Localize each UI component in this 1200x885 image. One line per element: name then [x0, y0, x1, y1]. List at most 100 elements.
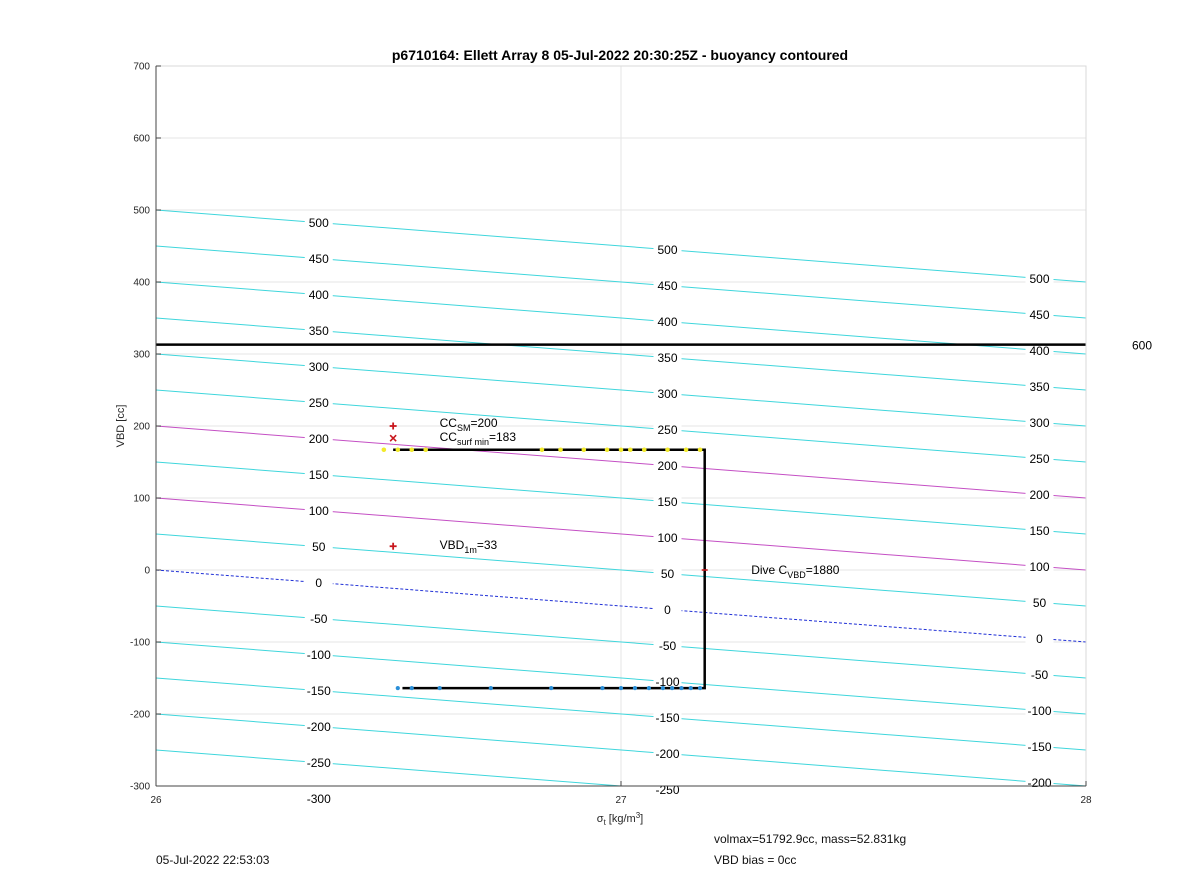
marker-label: CCsurf min=183 [440, 430, 517, 447]
contour-label: 150 [309, 468, 329, 482]
contour-label: -150 [307, 684, 331, 698]
blue-point [437, 685, 442, 691]
yellow-point [683, 447, 689, 453]
contour-label: 50 [661, 567, 675, 581]
blue-point [600, 685, 605, 691]
contour-label-bg [304, 719, 333, 734]
contour-label: 0 [315, 576, 322, 590]
marker-label: Dive CVBD=1880 [751, 563, 840, 580]
contour-label-bg [653, 314, 682, 329]
blue-point [646, 685, 652, 691]
x-axis-label-unit-sup: 3 [636, 811, 641, 820]
chart-title: p6710164: Ellett Array 8 05-Jul-2022 20:… [392, 47, 848, 63]
dive-path [393, 448, 706, 690]
contour-label: -50 [1031, 668, 1049, 682]
blue-point [618, 685, 624, 691]
contour-label: 350 [1029, 380, 1049, 394]
y-tick-label: 700 [133, 62, 150, 73]
x-tick-label: 27 [615, 795, 627, 806]
contour-label-bg [304, 467, 333, 482]
x-axis-label-sub: t [604, 818, 607, 827]
contour-label-bg [653, 530, 682, 545]
y-tick-label: 300 [133, 350, 150, 361]
contour-label: -50 [310, 612, 328, 626]
yellow-point [409, 447, 415, 453]
blue-point [697, 685, 703, 691]
contour-label-bg [1025, 595, 1054, 610]
y-axis-label: VBD [cc] [115, 405, 127, 448]
contour-label-bg [1025, 703, 1054, 718]
contour-label-bg [304, 323, 333, 338]
yellow-point [423, 447, 429, 453]
yellow-point [618, 447, 624, 453]
contour-label-bg [1025, 379, 1054, 394]
contour-label-bg [653, 458, 682, 473]
yellow-point [395, 447, 401, 453]
blue-point [688, 685, 693, 691]
contour-label: 450 [309, 252, 329, 266]
contour-label-bg [653, 746, 682, 761]
contour-label-bg [304, 503, 333, 518]
contour-label: 200 [309, 432, 329, 446]
contour-label: 100 [1029, 560, 1049, 574]
contour-label: 300 [1029, 416, 1049, 430]
contour-label: -50 [659, 639, 677, 653]
y-tick-label: -200 [130, 710, 150, 721]
yellow-point [665, 447, 670, 453]
contour-label: 500 [309, 216, 329, 230]
y-tick-label: 200 [133, 422, 150, 433]
x-axis-label: σt [kg/m3] [597, 811, 643, 827]
contour-label: 200 [1029, 488, 1049, 502]
blue-point [679, 685, 684, 691]
dive-path-layer: 600 [156, 339, 1152, 691]
yellow-point [697, 447, 703, 453]
x-tick-label: 26 [150, 795, 162, 806]
marker-label-main: CC [440, 430, 458, 444]
blue-point [395, 685, 400, 691]
marker-label-value: =1880 [806, 563, 840, 577]
y-tick-label: 600 [133, 134, 150, 145]
marker-label-value: =200 [470, 416, 497, 430]
contour-label: 300 [657, 387, 677, 401]
contour-label: 100 [309, 504, 329, 518]
footer-timestamp: 05-Jul-2022 22:53:03 [156, 853, 270, 867]
blue-point [488, 685, 493, 691]
contour-label: 150 [1029, 524, 1049, 538]
contour-label: 450 [1029, 308, 1049, 322]
contour-label-bg [304, 683, 333, 698]
contour-label: -200 [307, 720, 331, 734]
blue-point [632, 685, 638, 691]
marker-label-main: VBD [440, 538, 465, 552]
contour-label: 100 [657, 531, 677, 545]
contour-label-bg [1025, 271, 1054, 286]
blue-point [549, 685, 554, 691]
contour-label: 350 [657, 351, 677, 365]
yellow-point [381, 447, 387, 453]
contour-label-bg [653, 566, 682, 581]
yellow-point [641, 447, 647, 453]
contour-label-bg [653, 494, 682, 509]
y-tick-label: 100 [133, 494, 150, 505]
contour-label: -150 [1027, 740, 1051, 754]
x-axis-label-main: σ [597, 813, 604, 825]
footer-bias: VBD bias = 0cc [714, 853, 797, 867]
contour-label-bg [1025, 667, 1054, 682]
contour-label: 400 [309, 288, 329, 302]
contour-label-bg [304, 287, 333, 302]
contour-label-bg [304, 431, 333, 446]
contour-label-bg [304, 251, 333, 266]
contour-label-bg [653, 602, 682, 617]
marker-label-main: Dive C [751, 563, 787, 577]
contour-label-bg [304, 215, 333, 230]
contour-label-bg [1025, 523, 1054, 538]
blue-point [409, 685, 414, 691]
footer-volmax: volmax=51792.9cc, mass=52.831kg [714, 832, 907, 846]
yellow-point [581, 447, 587, 453]
contour-label: -250 [655, 783, 679, 797]
contour-label: 450 [657, 279, 677, 293]
marker-label-sub: SM [457, 423, 471, 433]
contour-label-bg [304, 791, 333, 806]
